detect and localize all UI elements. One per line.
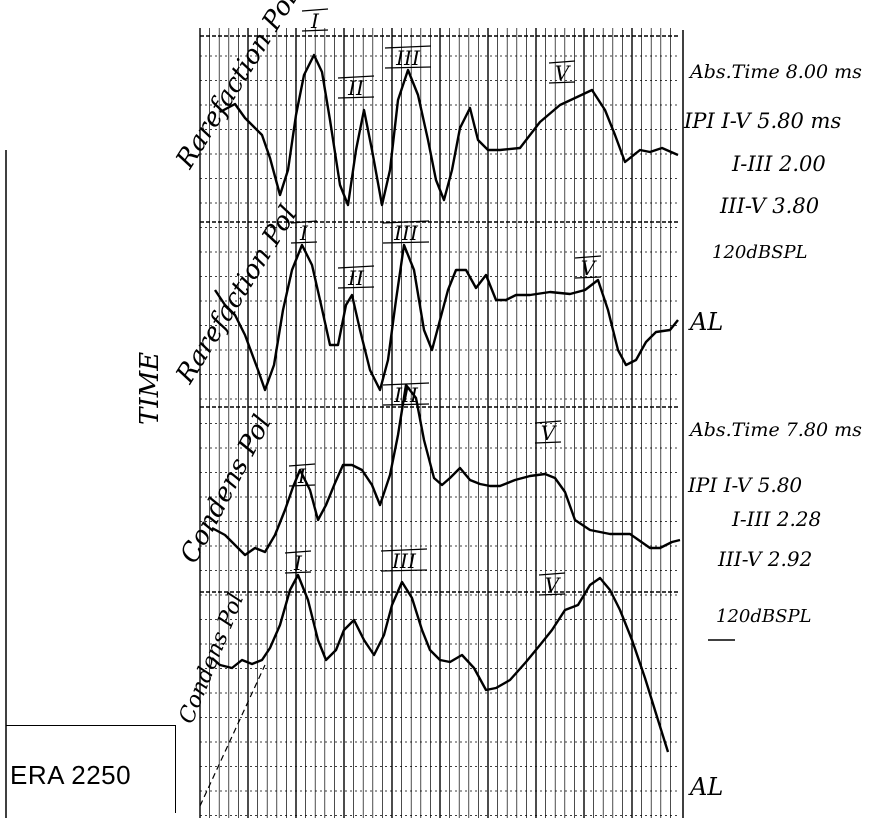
note-1-ipi: IPI I-V 5.80 ms [683,109,841,133]
peak-label: I [297,464,307,488]
waveform-traces [211,53,681,753]
note-1-ear: AL [688,308,723,336]
waveform-trace-1 [219,53,679,207]
waveform-trace-4 [211,573,670,753]
note-2-i-iii: I-III 2.28 [731,507,821,531]
peak-label: II [347,76,365,100]
peak-label-bar [380,569,428,572]
trace-label-4: Condens Pol [174,590,249,727]
peak-label-bar [290,241,318,244]
peak-label: V [581,256,598,280]
trace-label-3: Condens Pol [175,410,278,568]
peak-label-bar [284,571,312,574]
peak-label-bar [301,29,329,32]
peak-label-bar [382,403,430,406]
peak-label: III [393,383,419,407]
peak-label: V [541,421,558,445]
peak-label-bar [380,548,428,552]
waveform-trace-3 [211,383,681,557]
peak-label-bar [548,60,576,64]
peak-label-bar [382,382,430,386]
note-2-ear: AL [688,773,723,801]
peak-label-bar [301,8,329,12]
peak-label-bar [384,45,432,49]
side-mark-time: TIME [135,352,165,425]
peak-label-bar [290,220,318,224]
peak-label: III [393,221,419,245]
device-label-box [6,725,176,813]
peak-label-bar [574,255,602,259]
peak-label-bar [382,241,430,244]
peak-label-bar [337,265,375,269]
grid [199,28,684,818]
note-2-ipi: IPI I-V 5.80 [687,473,802,497]
peak-label: I [310,9,320,33]
peak-label-bar [534,420,562,424]
peak-label: I [293,551,303,575]
peak-label: III [391,549,417,573]
peak-label: I [299,221,309,245]
peak-label-bar [548,81,576,84]
note-2-level: 120dBSPL [716,606,812,627]
peak-label-bar [337,75,375,79]
peak-label-bar [288,484,316,487]
note-1-i-iii: I-III 2.00 [731,152,826,176]
peak-label-bar [574,276,602,279]
peak-label-bar [284,550,312,554]
trace-label-1: Rarefaction Pol [170,0,304,175]
peak-label: V [555,61,572,85]
notes-block-1: Abs.Time 8.00 ms IPI I-V 5.80 ms I-III 2… [683,61,862,336]
peak-label-bar [534,441,562,444]
peak-label-bar [538,593,566,596]
peak-label-bar [337,96,375,99]
stray-diagonal-mark [199,664,266,807]
peak-label-bar [384,66,432,69]
peak-label-bar [382,220,430,224]
device-label: ERA 2250 [10,760,132,790]
peak-label: II [347,266,365,290]
peak-label-bar [337,286,375,289]
notes-block-2: Abs.Time 7.80 ms IPI I-V 5.80 I-III 2.28… [687,419,862,801]
peak-label: V [545,573,562,597]
note-1-abs-time: Abs.Time 8.00 ms [688,61,862,83]
note-1-level: 120dBSPL [712,242,808,263]
peak-label-bar [288,463,316,467]
peak-label: III [395,46,421,70]
trace-label-2: Rarefaction Pol [170,201,304,390]
note-2-abs-time: Abs.Time 7.80 ms [688,419,862,441]
peak-label-bar [538,572,566,576]
note-2-iii-v: III-V 2.92 [717,547,812,571]
waveform-trace-2 [214,243,679,392]
note-1-iii-v: III-V 3.80 [719,194,819,218]
